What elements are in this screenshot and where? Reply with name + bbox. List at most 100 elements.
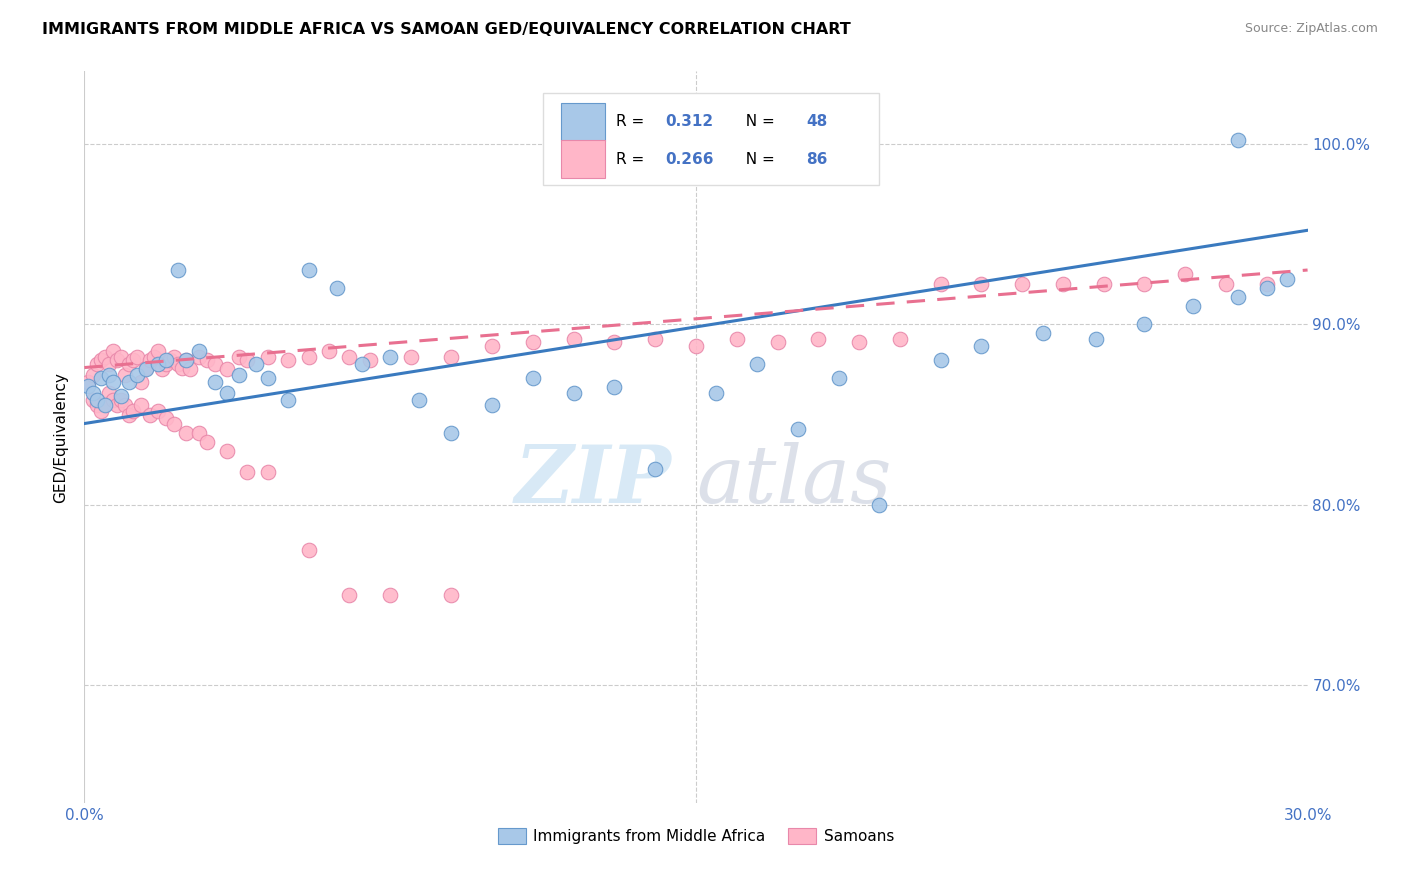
Point (163, 417, 186, 431)
Point (766, 335, 789, 350)
Point (257, 465, 280, 479)
Point (1133, 277, 1156, 292)
Point (277, 392, 299, 407)
Text: Source: ZipAtlas.com: Source: ZipAtlas.com (1244, 22, 1378, 36)
Point (118, 408, 141, 422)
Point (187, 425, 209, 440)
Point (135, 360, 157, 375)
Point (828, 371, 851, 385)
Point (644, 461, 666, 475)
Y-axis label: GED/Equivalency: GED/Equivalency (53, 372, 69, 502)
Point (603, 380, 626, 394)
Point (167, 357, 190, 371)
Point (929, 353, 952, 368)
Point (408, 392, 430, 407)
Point (481, 399, 503, 413)
Point (1256, 281, 1278, 295)
Point (82, 368, 104, 382)
Point (970, 277, 993, 292)
Point (970, 339, 993, 353)
Point (93, 399, 115, 413)
Point (318, 344, 340, 359)
Point (929, 277, 952, 292)
Point (142, 350, 165, 364)
Point (97, 357, 120, 371)
Point (174, 425, 197, 440)
Point (644, 332, 666, 346)
Point (706, 385, 728, 400)
Point (138, 408, 160, 422)
Point (359, 353, 381, 368)
Point (440, 588, 463, 602)
Legend: Immigrants from Middle Africa, Samoans: Immigrants from Middle Africa, Samoans (492, 822, 900, 850)
Point (685, 339, 707, 353)
Point (127, 368, 149, 382)
Point (82, 392, 104, 407)
Point (155, 357, 177, 371)
Text: N =: N = (737, 152, 780, 167)
Point (195, 434, 218, 449)
Point (380, 588, 402, 602)
Point (380, 350, 402, 364)
Point (1277, 272, 1299, 286)
Point (90, 353, 112, 368)
Point (522, 371, 544, 385)
Point (138, 353, 160, 368)
Point (86, 392, 108, 407)
Point (146, 344, 169, 359)
Point (1256, 277, 1278, 292)
Point (562, 332, 585, 346)
Text: 0.312: 0.312 (665, 114, 713, 129)
Point (110, 389, 132, 403)
Point (97, 368, 120, 382)
Point (807, 332, 830, 346)
FancyBboxPatch shape (561, 103, 606, 141)
Point (105, 353, 128, 368)
Text: 86: 86 (806, 152, 828, 167)
Point (174, 353, 197, 368)
Point (90, 371, 112, 385)
Point (204, 357, 226, 371)
Point (174, 353, 197, 368)
Point (481, 339, 503, 353)
FancyBboxPatch shape (561, 140, 606, 178)
Point (127, 350, 149, 364)
Point (110, 350, 132, 364)
Point (90, 404, 112, 418)
Point (1092, 277, 1115, 292)
Point (257, 371, 280, 385)
Point (195, 353, 218, 368)
Point (440, 425, 463, 440)
Point (77, 378, 100, 392)
Point (172, 360, 194, 375)
Point (77, 375, 100, 389)
Point (135, 362, 157, 376)
Point (236, 353, 259, 368)
Point (118, 357, 141, 371)
Point (228, 368, 250, 382)
Point (101, 375, 124, 389)
Point (1227, 290, 1250, 304)
Point (105, 399, 128, 413)
Point (131, 399, 153, 413)
Point (110, 392, 132, 407)
Point (93, 350, 115, 364)
Point (204, 375, 226, 389)
Point (86, 399, 108, 413)
Point (1174, 267, 1197, 281)
Point (747, 357, 769, 371)
Point (339, 588, 361, 602)
Point (1133, 317, 1156, 331)
Point (1182, 299, 1205, 313)
Point (122, 353, 145, 368)
Text: R =: R = (616, 114, 650, 129)
Point (298, 263, 321, 277)
Point (159, 353, 181, 368)
Point (339, 350, 361, 364)
Point (97, 385, 120, 400)
Point (298, 543, 321, 558)
Point (350, 357, 373, 371)
Point (150, 362, 173, 376)
Point (118, 375, 141, 389)
Point (440, 350, 463, 364)
